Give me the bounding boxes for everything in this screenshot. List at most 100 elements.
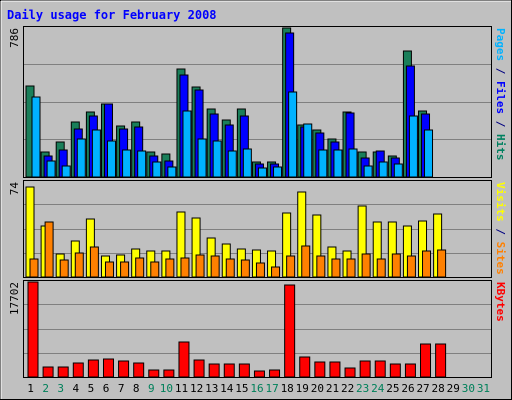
bar-sites-day-14 bbox=[225, 258, 235, 278]
x-tick-label: 11 bbox=[175, 382, 188, 395]
bar-kbytes-day-27 bbox=[420, 343, 432, 378]
series-side-label-part: Pages bbox=[494, 28, 507, 61]
bar-pages-day-18 bbox=[288, 91, 298, 178]
bar-kbytes-day-4 bbox=[72, 362, 84, 378]
bar-sites-day-9 bbox=[150, 261, 160, 278]
x-tick-label: 29 bbox=[447, 382, 460, 395]
bar-kbytes-day-24 bbox=[374, 360, 386, 378]
bar-kbytes-day-26 bbox=[404, 363, 416, 378]
x-tick-label: 18 bbox=[281, 382, 294, 395]
bar-sites-day-1 bbox=[29, 258, 39, 278]
bar-sites-day-13 bbox=[210, 255, 220, 278]
series-side-label-part: Files bbox=[494, 81, 507, 114]
bar-kbytes-day-1 bbox=[27, 281, 39, 378]
bar-kbytes-day-17 bbox=[269, 369, 281, 378]
x-tick-label: 23 bbox=[356, 382, 369, 395]
series-side-label-part: KBytes bbox=[494, 282, 507, 322]
bar-kbytes-day-12 bbox=[193, 359, 205, 378]
bar-sites-day-3 bbox=[59, 259, 69, 278]
bar-kbytes-day-6 bbox=[102, 358, 114, 378]
bar-pages-day-22 bbox=[348, 148, 358, 178]
panel-pages-files-hits: 786 Pages / Files / Hits bbox=[8, 26, 507, 178]
bar-pages-day-17 bbox=[273, 166, 283, 178]
x-tick-label: 4 bbox=[73, 382, 80, 395]
bar-pages-day-3 bbox=[61, 165, 71, 178]
x-tick-label: 21 bbox=[326, 382, 339, 395]
bar-pages-day-14 bbox=[227, 150, 237, 178]
x-tick-label: 13 bbox=[205, 382, 218, 395]
series-side-label: Visits / Sites bbox=[494, 182, 507, 275]
series-side-label: KBytes bbox=[494, 282, 507, 322]
bar-pages-day-21 bbox=[333, 149, 343, 178]
bar-kbytes-day-20 bbox=[314, 361, 326, 378]
bar-kbytes-day-23 bbox=[359, 360, 371, 378]
bar-pages-day-4 bbox=[76, 138, 86, 178]
x-tick-label: 2 bbox=[42, 382, 49, 395]
bar-kbytes-day-9 bbox=[148, 369, 160, 378]
bar-kbytes-day-18 bbox=[284, 284, 296, 378]
bar-kbytes-day-13 bbox=[208, 363, 220, 378]
bar-kbytes-day-10 bbox=[163, 369, 175, 378]
bar-kbytes-day-2 bbox=[42, 366, 54, 378]
bar-sites-day-24 bbox=[376, 258, 386, 278]
bar-sites-day-16 bbox=[255, 262, 265, 278]
bar-sites-day-22 bbox=[346, 258, 356, 278]
y-max-label: 17702 bbox=[8, 282, 21, 315]
bar-kbytes-day-5 bbox=[87, 359, 99, 378]
bar-pages-day-24 bbox=[378, 161, 388, 178]
bar-kbytes-day-15 bbox=[238, 363, 250, 378]
bar-kbytes-day-21 bbox=[329, 361, 341, 378]
x-tick-label: 24 bbox=[371, 382, 385, 395]
bar-sites-day-18 bbox=[286, 255, 296, 278]
x-tick-label: 14 bbox=[220, 382, 234, 395]
bar-pages-day-11 bbox=[182, 110, 192, 178]
bar-kbytes-day-28 bbox=[435, 343, 447, 378]
bar-sites-day-5 bbox=[89, 246, 99, 278]
bar-pages-day-19 bbox=[303, 123, 313, 178]
bar-pages-day-23 bbox=[363, 165, 373, 178]
x-tick-label: 8 bbox=[133, 382, 140, 395]
x-tick-label: 16 bbox=[250, 382, 263, 395]
bar-pages-day-27 bbox=[424, 129, 434, 178]
bar-pages-day-7 bbox=[122, 149, 132, 178]
bar-kbytes-day-22 bbox=[344, 367, 356, 378]
bar-sites-day-28 bbox=[437, 249, 447, 278]
bar-pages-day-10 bbox=[167, 166, 177, 178]
x-tick-label: 28 bbox=[432, 382, 445, 395]
bar-sites-day-7 bbox=[120, 261, 130, 278]
bar-sites-day-15 bbox=[240, 259, 250, 278]
x-tick-label: 5 bbox=[88, 382, 95, 395]
panel-visits-sites: 74 Visits / Sites bbox=[8, 180, 507, 278]
bar-sites-day-19 bbox=[301, 245, 311, 278]
x-tick-label: 19 bbox=[296, 382, 309, 395]
series-side-label-part: / bbox=[494, 222, 507, 242]
bar-pages-day-15 bbox=[242, 148, 252, 178]
y-max-label: 74 bbox=[8, 182, 21, 196]
bar-pages-day-9 bbox=[152, 161, 162, 178]
bar-kbytes-day-3 bbox=[57, 366, 69, 378]
bar-pages-day-6 bbox=[106, 140, 116, 178]
x-tick-label: 17 bbox=[265, 382, 278, 395]
bar-sites-day-23 bbox=[361, 253, 371, 278]
x-tick-label: 30 bbox=[462, 382, 475, 395]
chart-panels: 786 Pages / Files / Hits 74 Visits / Sites 1… bbox=[8, 26, 507, 378]
x-tick-label: 25 bbox=[386, 382, 399, 395]
x-tick-label: 27 bbox=[416, 382, 429, 395]
bar-kbytes-day-16 bbox=[253, 370, 265, 378]
series-side-label-part: Sites bbox=[494, 242, 507, 275]
bar-pages-day-20 bbox=[318, 149, 328, 178]
bar-sites-day-6 bbox=[104, 261, 114, 278]
bar-kbytes-day-14 bbox=[223, 363, 235, 378]
x-tick-label: 7 bbox=[118, 382, 125, 395]
bar-sites-day-11 bbox=[180, 257, 190, 278]
bar-sites-day-2 bbox=[44, 221, 54, 278]
x-axis-labels: 1 2 3 4 5 6 7 8 9 10 11 12 13 14 15 16 17 18 19 20 21 22 23 24 2… bbox=[27, 382, 490, 395]
x-tick-label: 15 bbox=[235, 382, 248, 395]
bar-pages-day-2 bbox=[46, 160, 56, 178]
x-tick-label: 6 bbox=[103, 382, 110, 395]
bar-sites-day-12 bbox=[195, 254, 205, 278]
bar-pages-day-12 bbox=[197, 138, 207, 178]
bar-sites-day-26 bbox=[406, 255, 416, 278]
x-tick-label: 20 bbox=[311, 382, 324, 395]
